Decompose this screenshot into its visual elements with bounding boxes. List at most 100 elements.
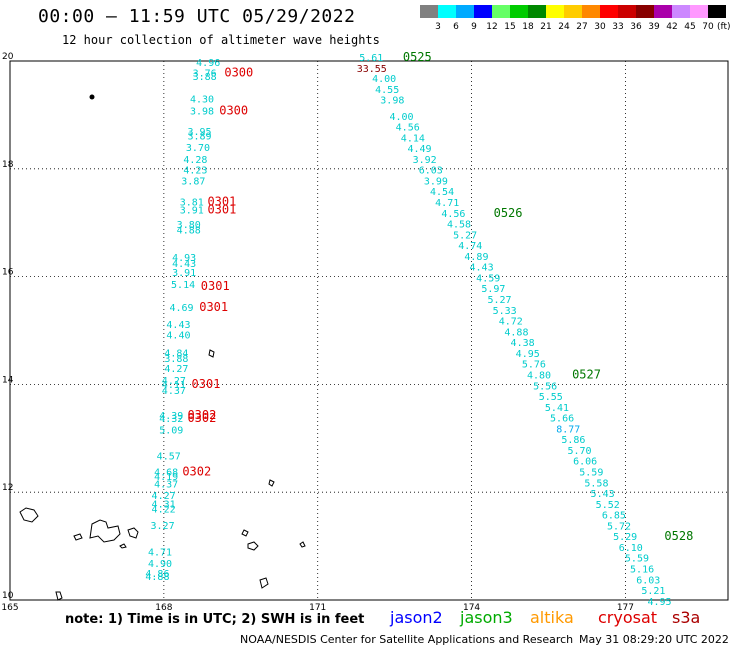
wave-height-value: 4.28 xyxy=(183,155,207,166)
wave-height-value: 5.43 xyxy=(591,489,615,500)
wave-height-value: 5.76 xyxy=(522,360,546,371)
legend-label: 18 xyxy=(522,22,534,32)
wave-height-value: 4.89 xyxy=(464,252,488,263)
legend-unit: (ft) xyxy=(717,22,731,32)
legend-swatch xyxy=(600,5,618,18)
pass-time-label: 0300 xyxy=(219,103,248,117)
island-outline xyxy=(208,349,215,358)
wave-height-value: 3.76 xyxy=(193,69,217,80)
pass-time-label: 0525 xyxy=(403,50,432,64)
island-dot xyxy=(89,94,95,100)
pass-time-label: 0301 xyxy=(207,203,236,217)
wave-height-value: 3.27 xyxy=(151,521,175,532)
pass-time-label: 0301 xyxy=(201,279,230,293)
wave-height-value: 5.27 xyxy=(453,230,477,241)
wave-height-value: 5.58 xyxy=(584,478,608,489)
wave-height-value: 4.86 xyxy=(145,569,169,580)
wave-height-value: 5.61 xyxy=(359,53,383,64)
wave-height-value: 3.88 xyxy=(193,72,217,83)
satellite-name-altika: altika xyxy=(530,608,574,627)
legend-label: 45 xyxy=(684,22,696,32)
legend-swatch xyxy=(474,5,492,18)
island-outline xyxy=(268,479,275,487)
wave-height-value: 4.71 xyxy=(148,547,172,558)
pass-time-label: 0300 xyxy=(224,66,253,80)
wave-height-value: 4.93 xyxy=(172,253,196,264)
wave-height-value: 5.59 xyxy=(625,554,649,565)
legend-swatch xyxy=(654,5,672,18)
wave-height-value: 4.11 xyxy=(162,380,186,391)
credit-text: NOAA/NESDIS Center for Satellite Applica… xyxy=(240,633,574,646)
legend-label: 15 xyxy=(504,22,516,32)
wave-height-value: 4.37 xyxy=(162,386,186,397)
legend-label: 12 xyxy=(486,22,498,32)
wave-height-value: 5.86 xyxy=(561,435,585,446)
island-outline xyxy=(241,529,249,537)
wave-height-value: 4.56 xyxy=(396,123,420,134)
wave-height-value: 4.43 xyxy=(470,263,494,274)
wave-height-value: 5.33 xyxy=(493,306,517,317)
lat-tick-label: 12 xyxy=(2,483,13,493)
wave-height-value: 4.40 xyxy=(166,331,190,342)
wave-height-value: 5.97 xyxy=(481,284,505,295)
wave-height-value: 8.77 xyxy=(556,424,580,435)
wave-height-value: 5.29 xyxy=(613,532,637,543)
wave-height-value: 3.70 xyxy=(186,143,210,154)
wave-height-value: 4.55 xyxy=(375,85,399,96)
pass-time-label: 0302 xyxy=(187,411,216,425)
wave-height-value: 5.41 xyxy=(545,403,569,414)
legend-swatch xyxy=(672,5,690,18)
wave-height-value: 4.00 xyxy=(390,112,414,123)
wave-height-value: 4.37 xyxy=(154,479,178,490)
wave-height-value: 3.91 xyxy=(180,206,204,217)
wave-height-value: 4.88 xyxy=(177,225,201,236)
legend-label: 6 xyxy=(453,22,459,32)
wave-height-value: 4.88 xyxy=(504,327,528,338)
legend-swatch xyxy=(618,5,636,18)
wave-height-value: 3.87 xyxy=(181,176,205,187)
wave-height-value: 4.95 xyxy=(516,349,540,360)
legend-label: 36 xyxy=(630,22,642,32)
wave-height-value: 4.68 xyxy=(154,467,178,478)
island-outline xyxy=(119,543,127,549)
map-frame xyxy=(9,60,729,601)
satellite-name-jason3: jason3 xyxy=(460,608,513,627)
wave-height-value: 3.99 xyxy=(424,176,448,187)
wave-height-value: 4.56 xyxy=(441,209,465,220)
wave-height-value: 4.90 xyxy=(148,559,172,570)
legend-label: 33 xyxy=(612,22,624,32)
island-outline xyxy=(55,591,63,601)
legend-swatch xyxy=(708,5,726,18)
wave-height-value: 4.19 xyxy=(154,472,178,483)
wave-height-value: 4.27 xyxy=(164,364,188,375)
lon-tick-label: 165 xyxy=(1,603,18,613)
wave-height-value: 4.38 xyxy=(511,338,535,349)
pass-time-label: 0528 xyxy=(664,529,693,543)
wave-height-value: 4.74 xyxy=(458,241,482,252)
wave-height-value: 6.03 xyxy=(636,575,660,586)
wave-height-value: 4.54 xyxy=(430,187,454,198)
legend-swatch xyxy=(690,5,708,18)
satellite-name-s3a: s3a xyxy=(672,608,701,627)
wave-height-value: 4.27 xyxy=(162,376,186,387)
wave-height-value: 3.95 xyxy=(187,127,211,138)
lat-tick-label: 14 xyxy=(2,375,14,385)
wave-height-value: 4.96 xyxy=(196,58,220,69)
wave-height-value: 4.58 xyxy=(447,220,471,231)
footer-note: note: 1) Time is in UTC; 2) SWH is in fe… xyxy=(65,612,365,627)
legend-swatch xyxy=(438,5,456,18)
legend-label: 42 xyxy=(666,22,678,32)
lon-tick-label: 174 xyxy=(463,603,480,613)
wave-height-value: 4.71 xyxy=(435,198,459,209)
pass-time-label: 0527 xyxy=(572,367,601,381)
wave-height-value: 3.92 xyxy=(413,155,437,166)
wave-height-value: 5.55 xyxy=(539,392,563,403)
wave-height-value: 5.16 xyxy=(630,565,654,576)
lon-tick-label: 171 xyxy=(309,603,326,613)
wave-height-value: 4.95 xyxy=(647,597,671,608)
wave-height-value: 4.14 xyxy=(401,133,425,144)
wave-height-value: 5.52 xyxy=(596,500,620,511)
wave-height-value: 4.00 xyxy=(372,74,396,85)
satellite-name-cryosat: cryosat xyxy=(598,608,658,627)
wave-height-value: 4.23 xyxy=(183,166,207,177)
